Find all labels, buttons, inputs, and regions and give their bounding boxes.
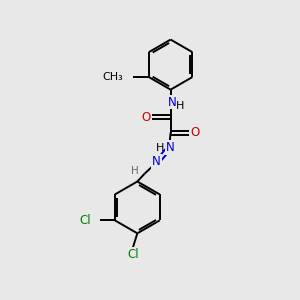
Text: O: O <box>141 111 151 124</box>
Text: H: H <box>176 100 184 110</box>
Text: O: O <box>191 126 200 139</box>
Text: CH₃: CH₃ <box>103 72 123 82</box>
Text: H: H <box>131 166 139 176</box>
Text: N: N <box>168 95 176 109</box>
Text: Cl: Cl <box>80 214 91 227</box>
Text: H: H <box>156 143 164 153</box>
Text: Cl: Cl <box>127 248 139 261</box>
Text: N: N <box>152 155 161 168</box>
Text: N: N <box>166 141 175 154</box>
